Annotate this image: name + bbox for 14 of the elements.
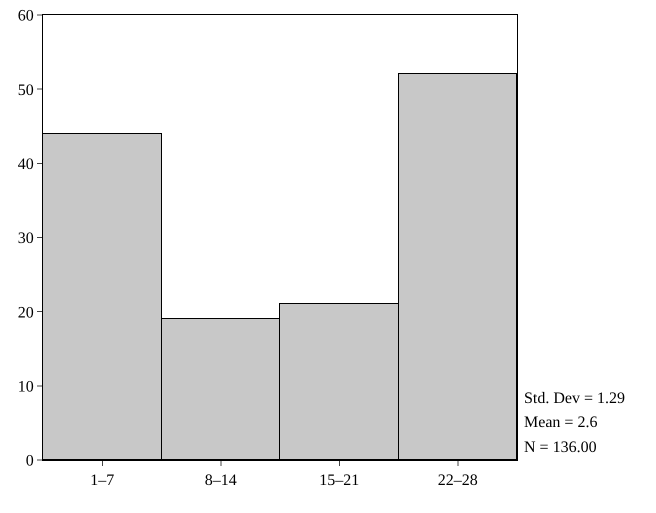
y-tick-label: 50	[18, 82, 34, 99]
y-tick-label: 30	[18, 230, 34, 248]
y-tick-label: 40	[18, 156, 34, 173]
text: Std. Dev = 1.29	[524, 390, 626, 407]
x-tick-label: 15–21	[319, 472, 360, 490]
x-tick-label: 1–7	[90, 472, 114, 490]
y-tick-label: 60	[18, 8, 34, 25]
y-tick-label: 0	[26, 452, 34, 470]
y-tick-label: 20	[18, 304, 34, 322]
y-tick-label: 10	[18, 378, 34, 396]
x-tick-label: 8–14	[204, 472, 237, 490]
text: Mean = 2.6	[524, 414, 598, 431]
text: N = 136.00	[524, 439, 597, 456]
x-tick-label: 22–28	[438, 472, 478, 490]
